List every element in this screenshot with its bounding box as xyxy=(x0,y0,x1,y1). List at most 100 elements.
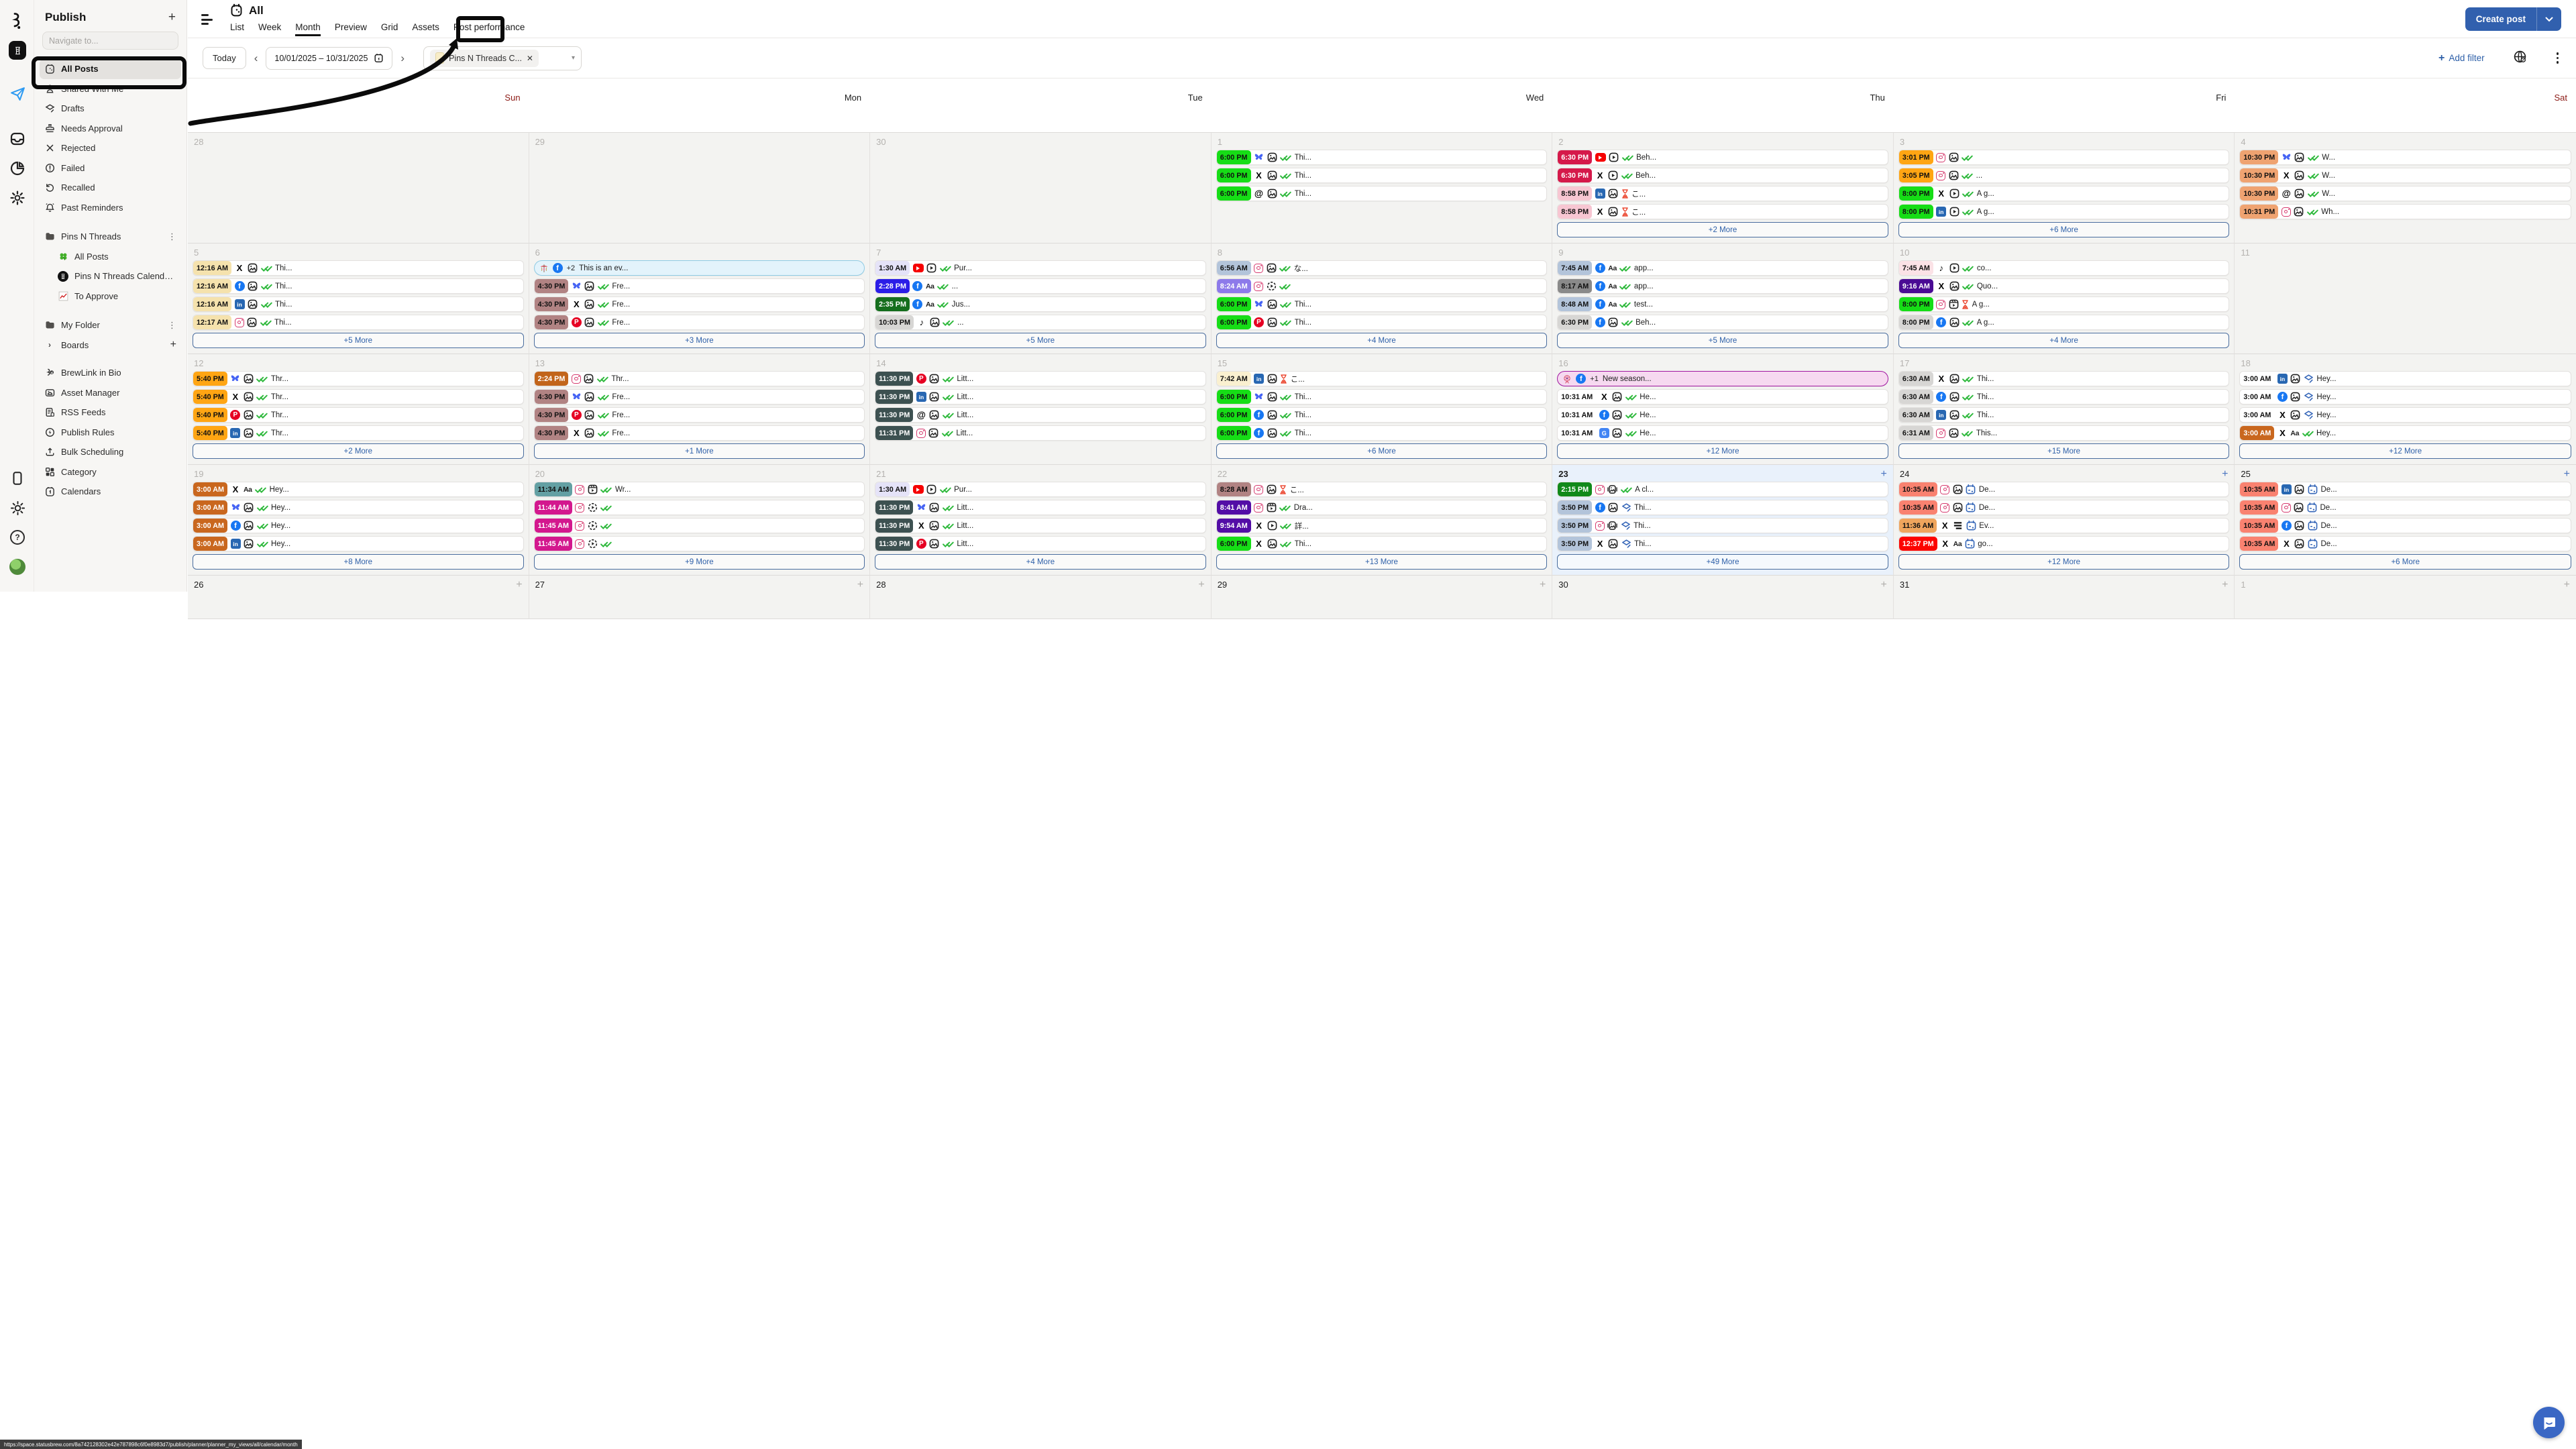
sidebar-item-drafts[interactable]: Drafts xyxy=(40,99,181,119)
calendar-event[interactable]: 10:31 AM f He... xyxy=(1557,407,1888,423)
day-cell-7[interactable]: 7 1:30 AM Pur... 2:28 PM f Aa... 2:35 PM f Aa Jus… xyxy=(870,244,1212,354)
sidebar-item-boards[interactable]: › Boards + xyxy=(48,339,176,351)
sidebar-item-pins-n-threads[interactable]: Pins N Threads ⋮ xyxy=(40,227,181,247)
calendar-event[interactable]: 10:31 AM X He... xyxy=(1557,389,1888,405)
calendar-event[interactable]: 12:16 AM in Thi... xyxy=(193,297,524,312)
calendar-event[interactable]: 11:30 PM @ Litt... xyxy=(875,407,1206,423)
calendar-event[interactable]: 11:45 AM xyxy=(533,536,865,551)
calendar-event[interactable]: 11:34 AM Wr... xyxy=(533,482,865,497)
calendar-event[interactable]: 6:00 PM X Thi... xyxy=(1216,168,1548,183)
calendar-event[interactable]: 12:17 AM Thi... xyxy=(193,315,524,330)
day-cell-3[interactable]: 3 3:01 PM 3:05 PM... 8:00 PM X A g... 8:00 PM i… xyxy=(1893,133,2235,244)
more-posts-button[interactable]: +4 More xyxy=(1898,333,2230,348)
sidebar-item-asset-manager[interactable]: Asset Manager xyxy=(40,383,181,403)
today-button[interactable]: Today xyxy=(203,47,246,69)
day-cell-20[interactable]: 20 11:34 AM Wr... 11:44 AM 11:45 AM 11:45 AM +… xyxy=(529,465,871,576)
calendar-event[interactable]: 8:00 PM A g... xyxy=(1898,297,2230,312)
prev-range-icon[interactable]: ‹ xyxy=(254,51,258,64)
paper-plane-icon[interactable] xyxy=(9,85,26,102)
tab-assets[interactable]: Assets xyxy=(412,22,439,32)
sidebar-item-rejected[interactable]: Rejected xyxy=(40,138,181,158)
create-post-button[interactable]: Create post xyxy=(2465,7,2561,31)
calendar-event[interactable]: 8:28 AM こ... xyxy=(1216,482,1548,497)
calendar-event-special[interactable]: f +1 New season... xyxy=(1557,371,1888,386)
day-cell-19[interactable]: 19 3:00 AM X Aa Hey... 3:00 AM Hey... 3:00 AM f H… xyxy=(188,465,529,576)
calendar-event[interactable]: 4:30 PM P Fre... xyxy=(533,315,865,330)
calendar-event[interactable]: 6:30 AM f Thi... xyxy=(1898,389,2230,405)
calendar-event[interactable]: 3:50 PM Thi... xyxy=(1557,518,1888,533)
calendar-event[interactable]: 8:00 PM X A g... xyxy=(1898,186,2230,201)
calendar-event[interactable]: 11:44 AM xyxy=(533,500,865,515)
calendar-event[interactable]: 2:24 PM Thr... xyxy=(533,371,865,386)
calendar-event[interactable]: 3:05 PM... xyxy=(1898,168,2230,183)
more-posts-button[interactable]: +12 More xyxy=(1898,554,2230,570)
more-posts-button[interactable]: +13 More xyxy=(1216,554,1548,570)
calendar-event[interactable]: 10:30 PM W... xyxy=(2239,150,2571,165)
more-posts-button[interactable]: +9 More xyxy=(533,554,865,570)
calendar-event[interactable]: 10:31 AM G He... xyxy=(1557,425,1888,441)
calendar-event[interactable]: 6:30 AM in Thi... xyxy=(1898,407,2230,423)
calendar-event[interactable]: 11:31 PM Litt... xyxy=(875,425,1206,441)
more-posts-button[interactable]: +6 More xyxy=(1898,222,2230,237)
sidebar-item-category[interactable]: Category xyxy=(40,462,181,482)
day-cell-12[interactable]: 12 5:40 PM Thr... 5:40 PM X Thr... 5:40 PM P Thr… xyxy=(188,354,529,465)
add-post-icon[interactable]: + xyxy=(2222,468,2229,480)
calendar-event[interactable]: 6:56 AM な... xyxy=(1216,260,1548,276)
calendar-event[interactable]: 12:16 AM X Thi... xyxy=(193,260,524,276)
tab-list[interactable]: List xyxy=(230,22,245,32)
calendar-event[interactable]: 3:00 AM in Hey... xyxy=(193,536,524,551)
calendar-event[interactable]: 2:15 PM A cl... xyxy=(1557,482,1888,497)
calendar-event[interactable]: 8:41 AM Dra... xyxy=(1216,500,1548,515)
next-range-icon[interactable]: › xyxy=(400,51,405,64)
day-cell-29[interactable]: 29 xyxy=(529,133,871,244)
more-posts-button[interactable]: +1 More xyxy=(533,443,865,459)
sidebar-item-all-posts[interactable]: All Posts xyxy=(40,247,181,267)
day-cell-31[interactable]: 31 + xyxy=(1893,576,2235,619)
calendar-event[interactable]: 8:58 PM X こ... xyxy=(1557,204,1888,219)
add-board-icon[interactable]: + xyxy=(170,339,176,351)
filter-chip[interactable]: Pins N Threads C... ✕ xyxy=(430,49,539,67)
sidebar-item-shared-with-me[interactable]: Shared With Me xyxy=(40,79,181,99)
calendar-event[interactable]: 3:00 AM f Hey... xyxy=(193,518,524,533)
calendar-event[interactable]: 9:54 AM X 詳... xyxy=(1216,518,1548,533)
sidebar-item-publish-rules[interactable]: Publish Rules xyxy=(40,423,181,443)
calendar-event[interactable]: 8:00 PM f A g... xyxy=(1898,315,2230,330)
more-posts-button[interactable]: +49 More xyxy=(1557,554,1888,570)
day-cell-4[interactable]: 4 10:30 PM W... 10:30 PM X W... 10:30 PM @ W... 1… xyxy=(2235,133,2576,244)
sidebar-item-needs-approval[interactable]: Needs Approval xyxy=(40,119,181,139)
day-cell-5[interactable]: 5 12:16 AM X Thi... 12:16 AM f Thi... 12:16 AM i… xyxy=(188,244,529,354)
day-cell-25[interactable]: 25 +10:35 AM in De... 10:35 AM De... 10:35 AM f… xyxy=(2235,465,2576,576)
calendar-event[interactable]: 4:30 PM Fre... xyxy=(533,278,865,294)
more-posts-button[interactable]: +4 More xyxy=(1216,333,1548,348)
sidebar-item-failed[interactable]: Failed xyxy=(40,158,181,178)
tab-grid[interactable]: Grid xyxy=(380,22,398,32)
add-post-icon[interactable]: + xyxy=(1198,578,1205,590)
calendar-event[interactable]: 6:30 AM X Thi... xyxy=(1898,371,2230,386)
calendar-event[interactable]: 3:00 AM X Hey... xyxy=(2239,407,2571,423)
globe-icon[interactable] xyxy=(2513,50,2527,67)
sidebar-item-past-reminders[interactable]: Past Reminders xyxy=(40,198,181,218)
pins-n-threads-app-icon[interactable] xyxy=(9,41,26,60)
calendar-event[interactable]: 11:36 AM X Ev... xyxy=(1898,518,2230,533)
calendar-event[interactable]: 6:00 PM X Thi... xyxy=(1216,536,1548,551)
sidebar-item-calendars[interactable]: Calendars xyxy=(40,482,181,502)
calendar-event[interactable]: 10:30 PM @ W... xyxy=(2239,186,2571,201)
day-cell-2[interactable]: 2 6:30 PM Beh... 6:30 PM X Beh... 8:58 PM in こ..… xyxy=(1552,133,1894,244)
calendar-event[interactable]: 3:50 PM X Thi... xyxy=(1557,536,1888,551)
mobile-phone-icon[interactable] xyxy=(9,470,26,487)
sidebar-item-my-folder[interactable]: My Folder ⋮ xyxy=(40,315,181,335)
calendar-event[interactable]: 3:50 PM f Thi... xyxy=(1557,500,1888,515)
sidebar-item-rss-feeds[interactable]: RSS Feeds xyxy=(40,402,181,423)
calendar-event[interactable]: 10:30 PM X W... xyxy=(2239,168,2571,183)
calendar-event[interactable]: 6:00 PM P Thi... xyxy=(1216,315,1548,330)
calendar-event[interactable]: 5:40 PM Thr... xyxy=(193,371,524,386)
day-cell-18[interactable]: 18 3:00 AM in Hey... 3:00 AM f Hey... 3:00 AM X H… xyxy=(2235,354,2576,465)
more-posts-button[interactable]: +3 More xyxy=(533,333,865,348)
calendar-event[interactable]: 8:58 PM in こ... xyxy=(1557,186,1888,201)
day-cell-9[interactable]: 9 7:45 AM f Aa app... 8:17 AM f Aa app... 8:48 AM… xyxy=(1552,244,1894,354)
more-posts-button[interactable]: +15 More xyxy=(1898,443,2230,459)
calendar-event[interactable]: 6:00 PM Thi... xyxy=(1216,389,1548,405)
calendar-event[interactable]: 8:24 AM xyxy=(1216,278,1548,294)
calendar-event[interactable]: 11:30 PM P Litt... xyxy=(875,536,1206,551)
calendar-event[interactable]: 8:17 AM f Aa app... xyxy=(1557,278,1888,294)
